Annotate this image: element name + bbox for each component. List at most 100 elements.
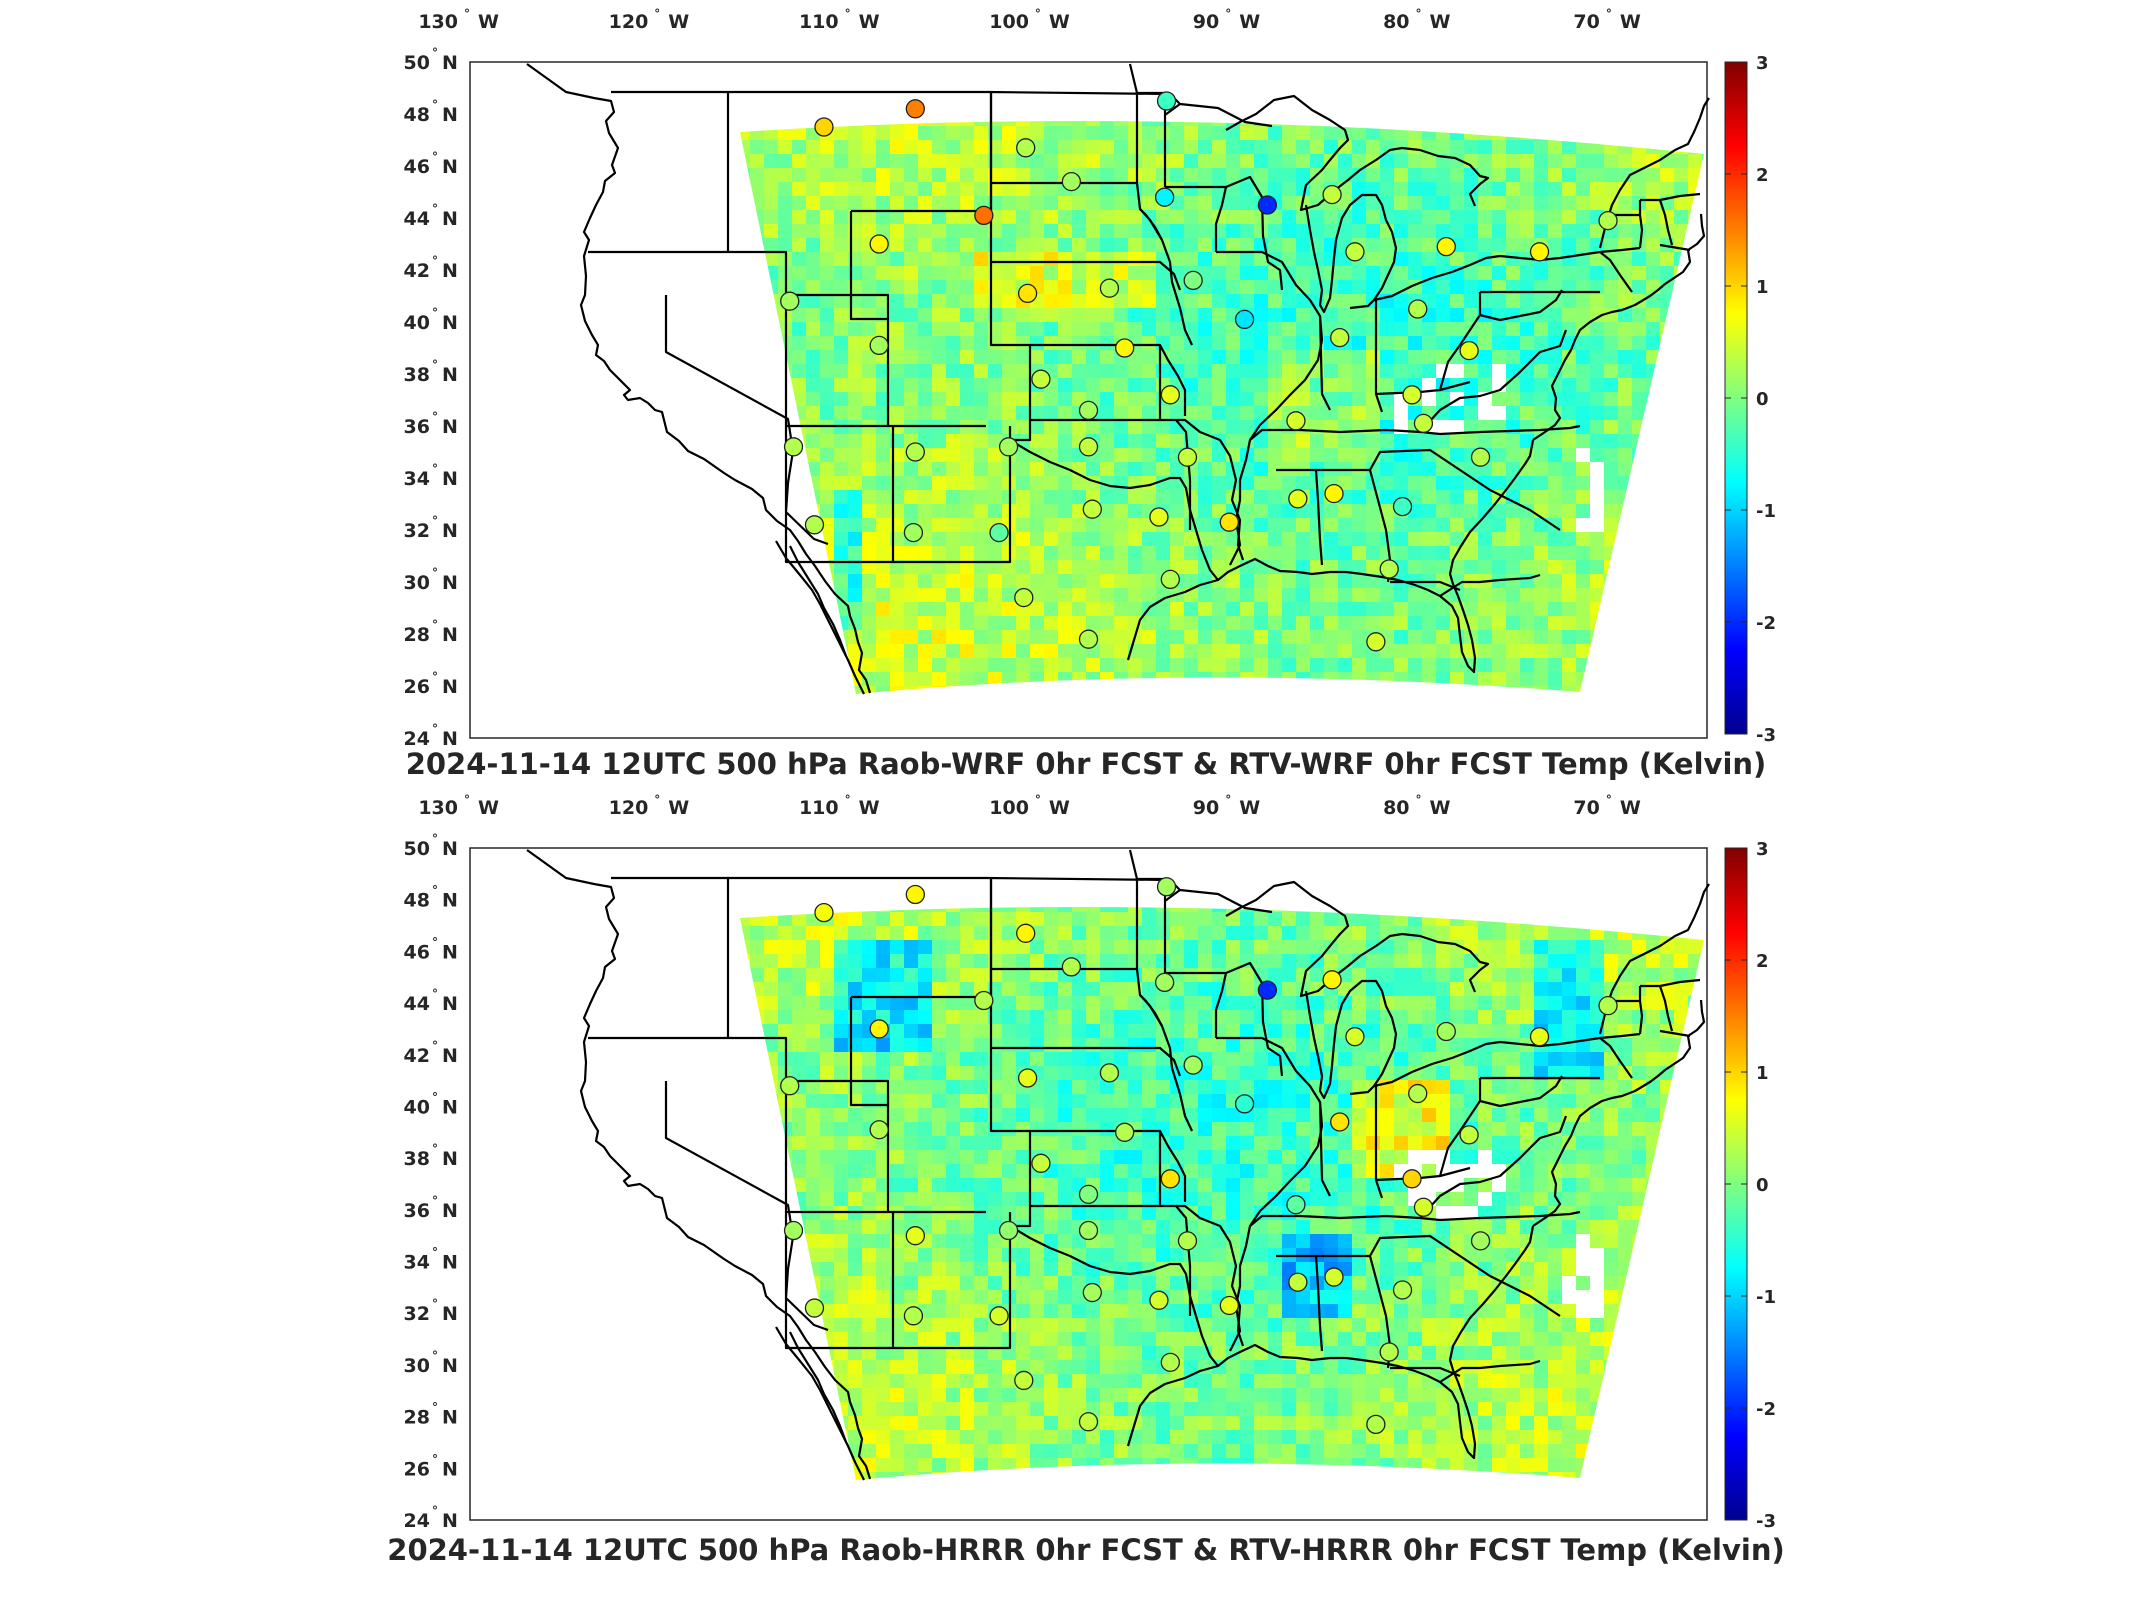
field-cell bbox=[1422, 434, 1436, 448]
field-cell bbox=[1240, 392, 1254, 406]
field-cell bbox=[1422, 462, 1436, 476]
field-cell bbox=[1156, 1150, 1170, 1164]
raob-station-marker bbox=[1331, 329, 1349, 347]
field-cell bbox=[1506, 210, 1520, 224]
field-cell bbox=[988, 420, 1002, 434]
field-cell bbox=[1338, 280, 1352, 294]
field-cell bbox=[1268, 448, 1282, 462]
raob-station-marker bbox=[785, 438, 803, 456]
field-cell bbox=[1184, 168, 1198, 182]
field-cell bbox=[1268, 490, 1282, 504]
field-cell bbox=[1478, 238, 1492, 252]
field-cell bbox=[1338, 266, 1352, 280]
field-cell bbox=[918, 336, 932, 350]
field-cell bbox=[1100, 1164, 1114, 1178]
field-cell bbox=[1086, 154, 1100, 168]
field-cell bbox=[1072, 912, 1086, 926]
degree-symbol: ° bbox=[432, 462, 438, 476]
field-cell bbox=[820, 1038, 834, 1052]
field-cell bbox=[1590, 420, 1604, 434]
lon-tick-dir: W bbox=[668, 11, 689, 33]
field-cell bbox=[834, 280, 848, 294]
field-cell bbox=[1296, 954, 1310, 968]
field-cell bbox=[1506, 1164, 1520, 1178]
field-cell bbox=[1562, 182, 1576, 196]
lon-tick-dir: W bbox=[478, 11, 499, 33]
field-cell bbox=[820, 1164, 834, 1178]
field-cell bbox=[1268, 532, 1282, 546]
field-cell bbox=[1128, 490, 1142, 504]
field-cell bbox=[876, 602, 890, 616]
field-cell bbox=[1198, 1164, 1212, 1178]
field-cell bbox=[1590, 1206, 1604, 1220]
field-cell bbox=[1240, 1178, 1254, 1192]
field-cell bbox=[1100, 364, 1114, 378]
field-cell bbox=[1352, 392, 1366, 406]
field-cell bbox=[1576, 196, 1590, 210]
field-cell bbox=[1394, 630, 1408, 644]
field-cell bbox=[1198, 392, 1212, 406]
field-cell bbox=[1296, 1234, 1310, 1248]
field-cell bbox=[1534, 1192, 1548, 1206]
field-cell bbox=[1520, 672, 1534, 686]
field-cell bbox=[1240, 210, 1254, 224]
field-cell bbox=[848, 1220, 862, 1234]
field-cell bbox=[1296, 378, 1310, 392]
field-cell bbox=[820, 954, 834, 968]
field-cell bbox=[904, 406, 918, 420]
field-cell bbox=[1240, 1080, 1254, 1094]
field-cell bbox=[960, 926, 974, 940]
field-cell bbox=[1604, 1038, 1618, 1052]
field-cell bbox=[988, 616, 1002, 630]
field-cell bbox=[1562, 504, 1576, 518]
field-cell bbox=[1352, 630, 1366, 644]
field-cell bbox=[862, 140, 876, 154]
field-cell bbox=[1520, 1010, 1534, 1024]
field-cell bbox=[1632, 238, 1646, 252]
field-cell bbox=[1044, 616, 1058, 630]
field-cell bbox=[932, 954, 946, 968]
field-cell bbox=[1142, 1108, 1156, 1122]
field-cell bbox=[1394, 602, 1408, 616]
field-cell bbox=[806, 182, 820, 196]
field-cell bbox=[1100, 658, 1114, 672]
field-cell bbox=[1338, 1178, 1352, 1192]
field-cell bbox=[792, 378, 806, 392]
field-cell bbox=[820, 350, 834, 364]
field-cell bbox=[778, 140, 792, 154]
field-cell bbox=[1632, 308, 1646, 322]
lat-tick-label: 36 bbox=[404, 416, 430, 438]
field-cell bbox=[1044, 392, 1058, 406]
field-cell bbox=[1646, 196, 1660, 210]
field-cell bbox=[1086, 1108, 1100, 1122]
field-cell bbox=[1058, 210, 1072, 224]
field-cell bbox=[1212, 616, 1226, 630]
field-cell bbox=[1044, 224, 1058, 238]
field-cell bbox=[1212, 1024, 1226, 1038]
field-cell bbox=[918, 672, 932, 686]
field-cell bbox=[1520, 518, 1534, 532]
field-cell bbox=[904, 982, 918, 996]
field-cell bbox=[1506, 448, 1520, 462]
field-cell bbox=[974, 1178, 988, 1192]
field-cell bbox=[1296, 294, 1310, 308]
field-cell bbox=[1506, 968, 1520, 982]
raob-station-marker bbox=[1599, 212, 1617, 230]
field-cell bbox=[1534, 672, 1548, 686]
field-cell bbox=[1576, 1150, 1590, 1164]
field-cell bbox=[1422, 490, 1436, 504]
field-cell bbox=[918, 308, 932, 322]
field-cell bbox=[1590, 940, 1604, 954]
field-cell bbox=[1100, 954, 1114, 968]
field-cell bbox=[834, 1150, 848, 1164]
field-cell bbox=[1072, 378, 1086, 392]
field-cell bbox=[778, 224, 792, 238]
field-cell bbox=[1156, 532, 1170, 546]
field-cell bbox=[1142, 1122, 1156, 1136]
field-cell bbox=[890, 1108, 904, 1122]
field-cell bbox=[1002, 224, 1016, 238]
field-cell bbox=[834, 154, 848, 168]
field-cell bbox=[1184, 196, 1198, 210]
field-cell bbox=[1072, 266, 1086, 280]
field-cell bbox=[1016, 252, 1030, 266]
